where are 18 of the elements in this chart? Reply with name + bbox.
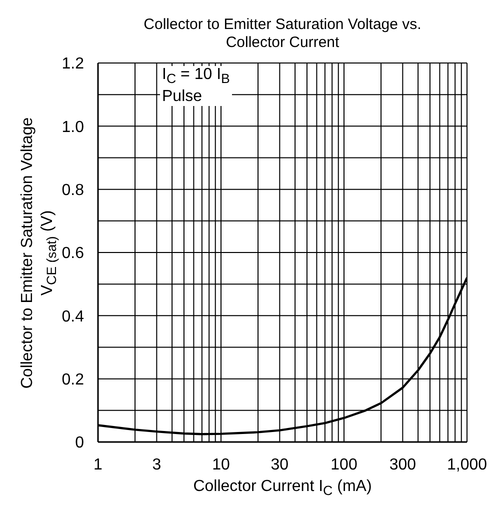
y-tick-label: 1.2 <box>62 56 84 73</box>
chart-title: Collector to Emitter Saturation Voltage vs. Collector Current <box>142 16 422 52</box>
x-tick-label: 1,000 <box>446 456 488 474</box>
x-axis-title: Collector Current I$_{C}$ (mA) <box>192 478 373 498</box>
x-tick-label: 30 <box>270 456 289 474</box>
x-tick-label: 1 <box>94 456 103 474</box>
y-tick-label: 0.6 <box>62 245 84 262</box>
x-tick-label: 3 <box>152 456 162 474</box>
x-tick-label: 100 <box>330 456 358 474</box>
y-tick-label: 0.4 <box>62 308 84 326</box>
annotation: I$_{C}$ = 10 I$_{B}$ <box>162 66 230 88</box>
y-tick-label: 0 <box>75 434 84 452</box>
x-tick-label: 10 <box>212 456 230 474</box>
y-tick-label: 1.0 <box>62 118 84 136</box>
x-tick-label: 300 <box>389 456 416 474</box>
y-tick-label: 0.2 <box>62 372 84 389</box>
annotation: Pulse <box>162 88 204 106</box>
y-tick-label: 0.8 <box>62 182 84 200</box>
